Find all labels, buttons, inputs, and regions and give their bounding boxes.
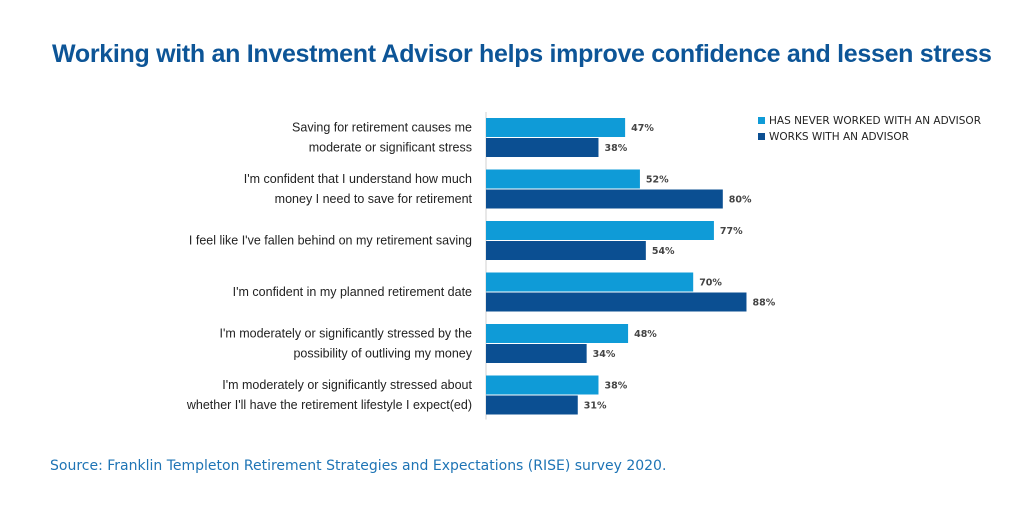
category-label: Saving for retirement causes me (292, 121, 472, 135)
data-label: 52% (646, 175, 669, 186)
data-label: 34% (593, 349, 616, 360)
category-label: whether I'll have the retirement lifesty… (186, 398, 472, 412)
data-label: 47% (631, 123, 654, 134)
data-label: 54% (652, 246, 675, 257)
category-label: I'm moderately or significantly stressed… (220, 327, 473, 341)
bar-never-worked (486, 375, 599, 395)
category-label: I'm moderately or significantly stressed… (222, 378, 472, 392)
bar-works-with-advisor (486, 292, 747, 312)
category-label: money I need to save for retirement (275, 192, 473, 206)
bar-never-worked (486, 169, 640, 189)
bar-never-worked (486, 272, 694, 292)
data-label: 48% (634, 329, 657, 340)
legend-swatch (758, 133, 765, 140)
data-label: 70% (699, 278, 722, 289)
data-label: 77% (720, 226, 743, 237)
bar-never-worked (486, 118, 626, 137)
bar-never-worked (486, 324, 629, 343)
chart-title: Working with an Investment Advisor helps… (52, 40, 992, 68)
category-label: possibility of outliving my money (293, 347, 472, 361)
category-label: I'm confident in my planned retirement d… (233, 285, 472, 299)
bar-never-worked (486, 221, 714, 240)
category-label: I feel like I've fallen behind on my ret… (189, 234, 472, 248)
bar-works-with-advisor (486, 189, 723, 209)
data-label: 80% (729, 195, 752, 206)
legend-label: HAS NEVER WORKED WITH AN ADVISOR (769, 115, 981, 127)
bar-works-with-advisor (486, 138, 599, 157)
data-label: 38% (604, 143, 627, 154)
bar-works-with-advisor (486, 344, 587, 363)
data-label: 88% (752, 298, 775, 309)
bar-works-with-advisor (486, 395, 578, 415)
data-label: 38% (604, 381, 627, 392)
data-label: 31% (584, 401, 607, 412)
legend-label: WORKS WITH AN ADVISOR (769, 131, 909, 143)
bar-works-with-advisor (486, 241, 646, 260)
category-label: moderate or significant stress (309, 141, 472, 155)
legend-swatch (758, 117, 765, 124)
source-note: Source: Franklin Templeton Retirement St… (50, 458, 667, 474)
category-label: I'm confident that I understand how much (244, 172, 472, 186)
